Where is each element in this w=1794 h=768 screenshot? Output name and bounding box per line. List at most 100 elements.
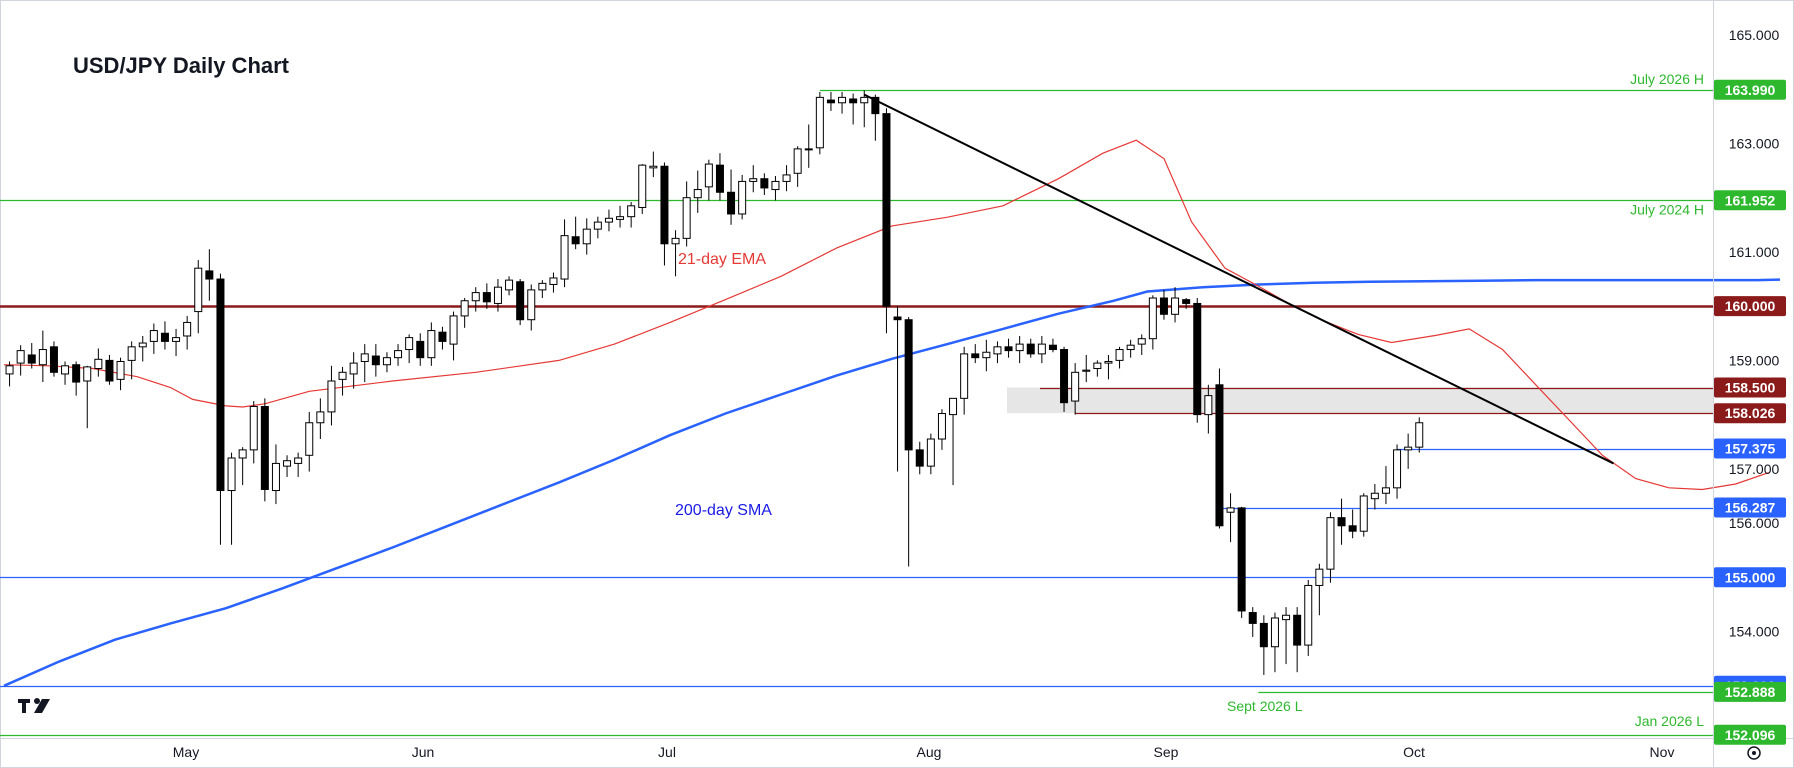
tradingview-logo [18,698,50,713]
candle-body [49,346,58,373]
candle-body [38,349,47,366]
price-tick-label: 157.000 [1729,461,1780,477]
price-badge-label: 158.026 [1725,405,1776,421]
time-axis: May Jun Jul Aug Sep Oct Nov [173,744,1675,760]
candle-body [937,413,946,440]
price-badge-label: 157.375 [1725,441,1776,457]
level-note: July 2024 H [1630,201,1704,217]
candle-body [493,286,502,304]
price-badge-label: 158.500 [1725,380,1776,396]
candle-body [349,362,358,375]
candle-body [1337,517,1346,527]
price-badge [1714,296,1786,317]
candle-body [394,350,403,359]
price-tick-label: 165.000 [1729,27,1780,43]
candle-body [727,191,736,215]
candle-body [16,350,25,364]
candle-body [582,228,591,245]
candle-body [482,292,491,303]
candle-body [1126,344,1135,351]
candle-body [627,205,636,218]
candle-body [749,178,758,182]
candle-body [1204,395,1213,416]
chart-title: USD/JPY Daily Chart [73,53,290,78]
price-badge [1714,79,1786,100]
candle-body [949,397,958,416]
price-badge [1714,497,1786,518]
candle-body [982,351,991,359]
candle-body [427,330,436,359]
candle-body [416,340,425,359]
price-tick-label: 163.000 [1729,135,1780,151]
time-tick-label: Sep [1154,744,1179,760]
settings-icon[interactable] [1747,746,1761,760]
candle-body [760,178,769,189]
candles [5,90,1424,675]
candle-body [926,438,935,467]
candle-body [516,281,525,321]
candle-body [860,96,869,104]
candle-body [1315,568,1324,586]
candle-body [260,405,269,490]
price-tick-label: 159.000 [1729,352,1780,368]
candle-body [1304,584,1313,646]
candle-body [205,270,214,280]
candle-body [1060,349,1069,404]
candle-body [826,99,835,104]
price-badge [1714,190,1786,211]
candle-body [1104,360,1113,364]
sma-label: 200-day SMA [675,502,772,519]
candle-body [1404,446,1413,451]
candle-body [1182,299,1191,304]
price-badge-label: 156.287 [1725,500,1776,516]
candle-body [1359,495,1368,532]
candle-body [105,359,114,382]
candle-body [1171,297,1180,315]
candle-body [194,267,203,313]
candle-body [1370,492,1379,500]
candle-body [471,292,480,302]
candle-body [460,300,469,317]
candle-body [327,380,336,413]
candle-body [638,164,647,208]
time-tick-label: May [173,744,199,760]
candle-body [871,96,880,115]
candle-body [294,457,303,464]
candle-body [604,217,613,223]
candle-body [360,353,369,362]
candle-body [316,411,325,424]
candle-body [1415,422,1424,448]
ema-21-path [3,139,1770,491]
price-badge-label: 152.096 [1725,727,1776,743]
candle-body [1393,449,1402,489]
candle-body [1015,343,1024,352]
candle-body [993,346,1002,355]
candle-body [238,449,247,459]
candle-body [1381,487,1390,494]
price-tick-label: 154.000 [1729,624,1780,640]
candle-body [704,163,713,188]
price-badge [1714,681,1786,702]
candle-body [371,355,380,366]
candle-body [61,365,70,375]
candle-body [1037,343,1046,355]
level-notes: July 2026 H July 2024 H Sept 2026 L Jan 202… [1227,71,1704,729]
time-tick-label: Aug [917,744,942,760]
candle-body [682,197,691,239]
candle-body [1159,297,1168,315]
zone-fill [1007,387,1713,414]
candle-body [838,96,847,104]
candle-body [127,346,136,361]
candle-body [1071,371,1080,402]
time-tick-label: Nov [1650,744,1675,760]
candle-body [1293,614,1302,646]
candle-body [94,358,103,370]
candle-body [249,405,258,451]
candle-body [915,449,924,467]
candle-body [782,174,791,182]
candle-body [138,342,147,348]
ema-label: 21-day EMA [678,251,766,268]
candle-body [771,180,780,191]
candle-body [1282,614,1291,621]
